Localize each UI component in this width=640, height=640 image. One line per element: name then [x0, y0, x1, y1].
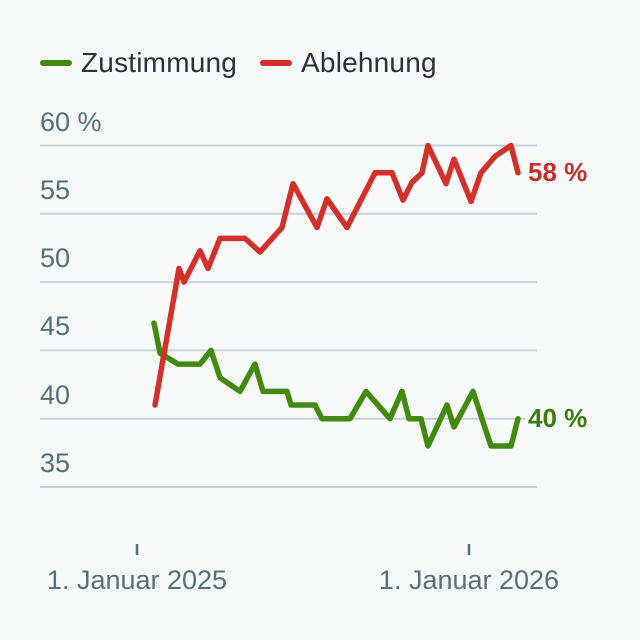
ablehnung-end-value-label: 58 %	[526, 156, 588, 188]
legend-label-ablehnung: Ablehnung	[301, 47, 437, 78]
zustimmung-end-value-label: 40 %	[526, 402, 588, 434]
legend-label-zustimmung: Zustimmung	[81, 47, 238, 78]
series-line-zustimmung	[151, 320, 521, 449]
zustimmung-line-swatch-icon	[40, 60, 72, 66]
y-axis-label-55: 55	[40, 174, 71, 205]
legend: Zustimmung Ablehnung	[40, 47, 437, 79]
y-axis-label-35: 35	[40, 448, 71, 478]
legend-item-zustimmung: Zustimmung	[40, 47, 237, 79]
x-axis-label-2025: 1. Januar 2025	[46, 565, 228, 595]
ablehnung-line-swatch-icon	[260, 60, 293, 66]
y-axis-label-60: 60 %	[40, 106, 102, 137]
series-line-ablehnung	[152, 142, 521, 408]
x-axis-label-2026: 1. Januar 2026	[378, 565, 560, 595]
legend-item-ablehnung: Ablehnung	[260, 47, 437, 79]
y-axis-label-50: 50	[40, 243, 71, 274]
y-axis-label-45: 45	[40, 311, 71, 342]
y-axis-label-40: 40	[40, 379, 71, 410]
